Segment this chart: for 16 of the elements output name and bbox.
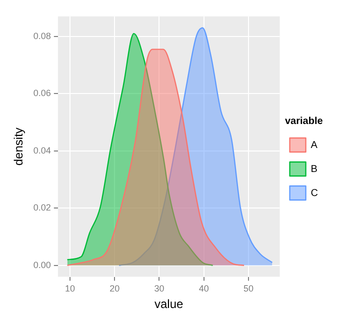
x-tick-label: 50 xyxy=(244,284,254,294)
legend-label: A xyxy=(310,140,318,151)
x-axis-title: value xyxy=(154,297,184,312)
x-tick-label: 20 xyxy=(110,284,120,294)
x-tick-label: 30 xyxy=(154,284,164,294)
y-tick-label: 0.04 xyxy=(33,145,51,156)
y-tick-label: 0.00 xyxy=(33,260,51,270)
y-tick-label: 0.02 xyxy=(33,202,51,213)
y-axis-title: density xyxy=(12,128,26,166)
legend-label: C xyxy=(310,188,318,199)
y-tick-label: 0.06 xyxy=(33,88,51,98)
x-tick-label: 40 xyxy=(198,284,209,294)
legend-title: variable xyxy=(284,116,324,127)
y-tick-label: 0.08 xyxy=(33,30,51,41)
x-tick-label: 10 xyxy=(64,284,75,294)
legend-label: B xyxy=(310,164,318,175)
